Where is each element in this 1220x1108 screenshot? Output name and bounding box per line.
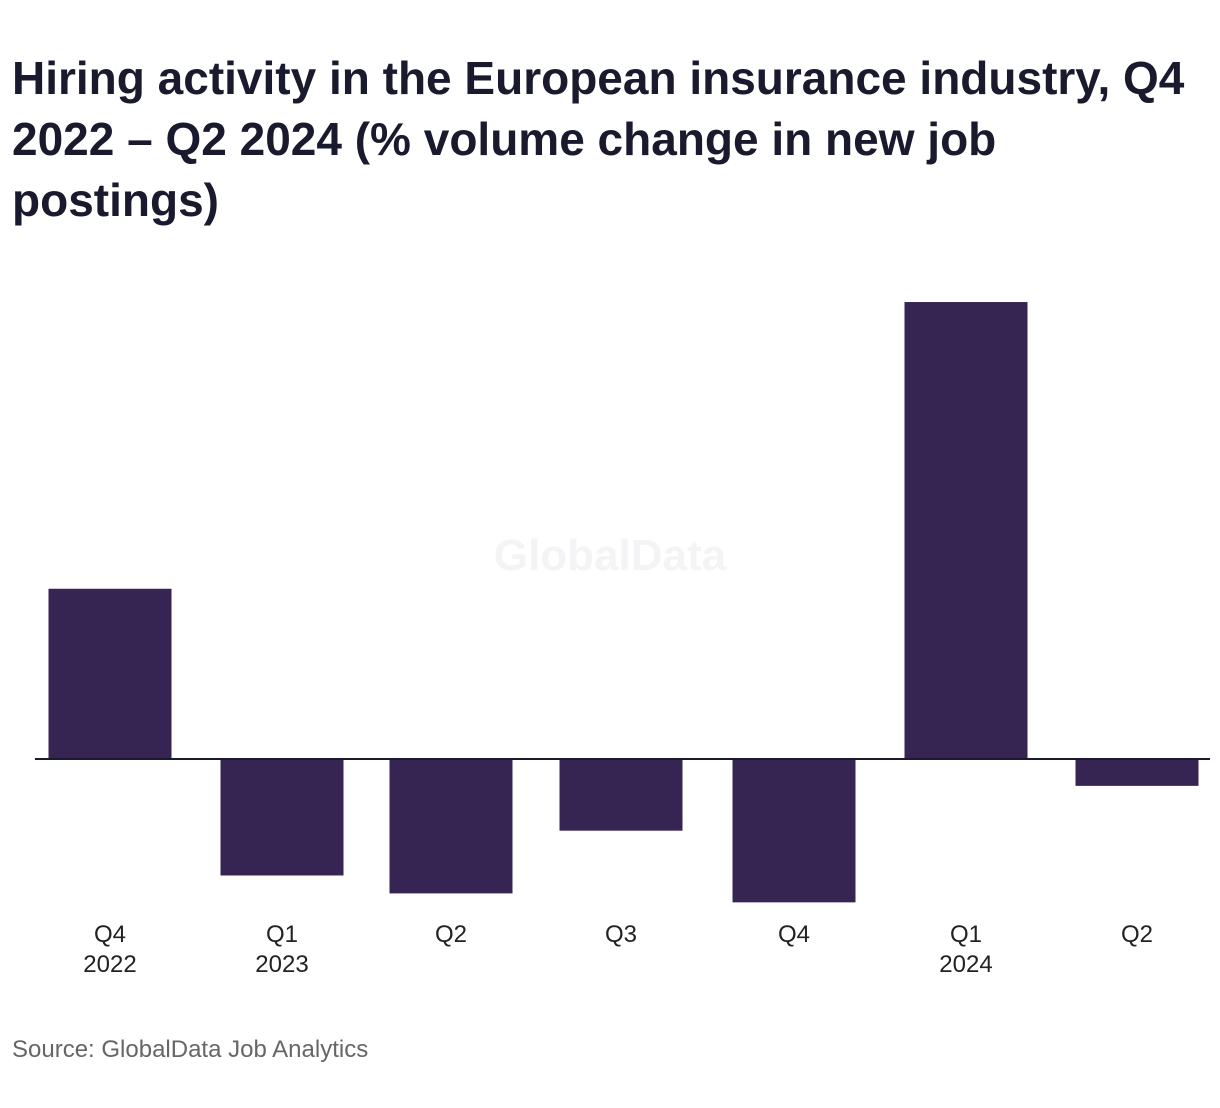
bar-4	[559, 759, 683, 831]
category-quarter-label: Q2	[435, 921, 467, 948]
bar-5	[732, 759, 856, 903]
category-quarter-label: Q1	[266, 921, 298, 948]
bars-group	[48, 302, 1199, 903]
category-quarter-label: Q1	[950, 921, 982, 948]
source-note: Source: GlobalData Job Analytics	[12, 1036, 369, 1063]
bar-7	[1075, 759, 1199, 786]
category-year-label: 2024	[939, 951, 992, 978]
category-quarter-label: Q4	[94, 921, 126, 948]
chart-title: Hiring activity in the European insuranc…	[12, 52, 1185, 226]
bar-6	[904, 302, 1028, 759]
bar-3	[389, 759, 513, 894]
watermark: GlobalData	[494, 531, 727, 580]
category-quarter-label: Q4	[778, 921, 810, 948]
category-labels: Q4 2022 Q1 2023 Q2 Q3 Q4 Q1 2024 Q2	[83, 921, 1153, 978]
bar-2	[220, 759, 344, 876]
category-quarter-label: Q2	[1121, 921, 1153, 948]
category-quarter-label: Q3	[605, 921, 637, 948]
category-year-label: 2023	[255, 951, 308, 978]
bar-1	[48, 588, 172, 759]
category-year-label: 2022	[83, 951, 136, 978]
